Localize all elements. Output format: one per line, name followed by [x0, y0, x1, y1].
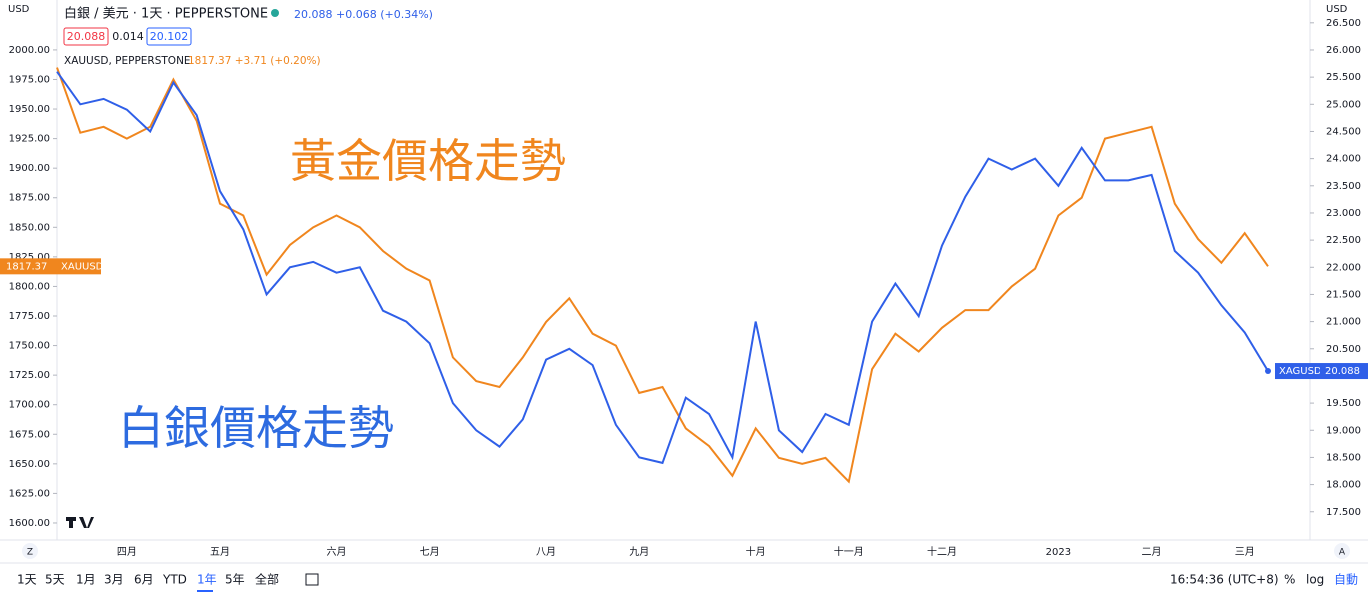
silver-annotation: 白銀價格走勢 — [118, 401, 394, 455]
x-tick-label: 八月 — [536, 546, 556, 558]
gold-price-tag-label: 1817.37 — [6, 261, 47, 272]
scale-button[interactable] — [1334, 543, 1350, 559]
y2-tick-label: 26.000 — [1326, 45, 1361, 56]
y2-tick-label: 21.500 — [1326, 289, 1361, 300]
y2-tick-label: 24.000 — [1326, 154, 1361, 165]
y-tick-label: 1775.00 — [9, 311, 50, 322]
x-tick-label: 三月 — [1235, 546, 1255, 558]
x-tick-label: 十月 — [746, 545, 766, 558]
y2-tick-label: 22.500 — [1326, 235, 1361, 246]
market-status — [271, 9, 279, 17]
range-button[interactable]: YTD — [162, 573, 187, 587]
axis-currency-bg — [0, 0, 56, 16]
x-tick-label: 十一月 — [834, 545, 864, 558]
y-tick-label: 2000.00 — [9, 45, 50, 56]
y2-tick-label: 20.500 — [1326, 344, 1361, 355]
y2-tick-label: 26.500 — [1326, 18, 1361, 29]
left-currency[interactable]: USD — [8, 4, 30, 15]
gold-symbol-tag — [57, 258, 101, 275]
y-tick-label: 1975.00 — [9, 74, 50, 85]
y2-tick-label: 18.000 — [1326, 480, 1361, 491]
y-tick-label: 1625.00 — [9, 488, 50, 499]
spread: 0.014 — [112, 30, 144, 43]
y2-tick-label: 17.500 — [1326, 507, 1361, 518]
x-tick-label: 十二月 — [927, 545, 957, 558]
y-tick-label: 1700.00 — [9, 400, 50, 411]
x-tick-label: 二月 — [1142, 546, 1162, 558]
range-button[interactable]: 5天 — [45, 573, 65, 587]
x-tick-label: 九月 — [629, 546, 649, 558]
y-tick-label: 1950.00 — [9, 104, 50, 115]
y2-tick-label: 23.000 — [1326, 208, 1361, 219]
bid-box[interactable] — [63, 27, 109, 46]
x-tick-label: 六月 — [326, 546, 346, 558]
right-currency[interactable]: USD — [1326, 4, 1348, 15]
symbol-title: 白銀 / 美元 · 1天 · PEPPERSTONE — [64, 6, 268, 22]
range-button[interactable]: 1天 — [17, 573, 37, 587]
y2-tick-label: 21.000 — [1326, 317, 1361, 328]
tv-logo — [66, 517, 94, 528]
y-tick-label: 1675.00 — [9, 429, 50, 440]
silver-symbol-tag-label: XAGUSD — [1279, 366, 1322, 377]
last-point — [1265, 368, 1271, 375]
silver-symbol-tag — [1275, 363, 1320, 380]
overlay-symbol: XAUUSD, PEPPERSTONE — [64, 55, 191, 67]
y2-tick-label: 22.000 — [1326, 262, 1361, 273]
scale-button-label[interactable]: Z — [27, 548, 33, 558]
x-tick-label: 2023 — [1046, 547, 1071, 558]
y2-tick-label: 23.500 — [1326, 181, 1361, 192]
y-tick-label: 1600.00 — [9, 518, 50, 529]
y-tick-label: 1900.00 — [9, 163, 50, 174]
y-tick-label: 1650.00 — [9, 459, 50, 470]
auto-toggle[interactable]: 自動 — [1334, 573, 1358, 587]
gold-annotation: 黃金價格走勢 — [290, 134, 566, 188]
scale-button-label[interactable]: A — [1339, 548, 1346, 558]
x-tick-label: 五月 — [210, 546, 230, 558]
y-tick-label: 1825.00 — [9, 252, 50, 263]
y-tick-label: 1850.00 — [9, 222, 50, 233]
silver-price-tag — [1320, 363, 1368, 380]
percent-toggle[interactable]: % — [1284, 573, 1295, 587]
bid[interactable]: 20.088 — [67, 30, 106, 43]
x-tick-label: 四月 — [117, 546, 137, 558]
price-line — [56, 71, 1269, 465]
y-tick-label: 1875.00 — [9, 193, 50, 204]
price-line — [56, 67, 1269, 484]
y2-tick-label: 19.000 — [1326, 425, 1361, 436]
y2-tick-label: 25.000 — [1326, 99, 1361, 110]
ask-box[interactable] — [146, 27, 192, 46]
compare-icon[interactable] — [305, 573, 319, 586]
y-tick-label: 1750.00 — [9, 341, 50, 352]
axis-currency-bg — [1312, 0, 1368, 16]
x-tick-label: 七月 — [420, 546, 440, 558]
log-toggle[interactable]: log — [1306, 573, 1324, 587]
y2-tick-label: 24.500 — [1326, 126, 1361, 137]
y2-tick-label: 18.500 — [1326, 452, 1361, 463]
range-button[interactable]: 5年 — [225, 573, 245, 587]
y-tick-label: 1800.00 — [9, 281, 50, 292]
overlay-quote: 1817.37 +3.71 (+0.20%) — [188, 55, 321, 67]
y-tick-label: 1725.00 — [9, 370, 50, 381]
range-button[interactable]: 全部 — [255, 572, 279, 587]
clock[interactable]: 16:54:36 (UTC+8) — [1170, 573, 1279, 587]
range-button[interactable]: 1月 — [76, 573, 96, 587]
y2-tick-label: 19.500 — [1326, 398, 1361, 409]
range-button[interactable]: 3月 — [104, 573, 124, 587]
range-button[interactable]: 1年 — [197, 573, 217, 587]
range-button[interactable]: 6月 — [134, 573, 154, 587]
scale-button[interactable] — [22, 543, 38, 559]
quote: 20.088 +0.068 (+0.34%) — [294, 8, 433, 21]
y-tick-label: 1925.00 — [9, 134, 50, 145]
gold-price-tag — [0, 258, 57, 275]
silver-price-tag-label: 20.088 — [1325, 366, 1360, 377]
ask[interactable]: 20.102 — [150, 30, 189, 43]
gold-symbol-tag-label: XAUUSD — [61, 261, 104, 272]
y2-tick-label: 25.500 — [1326, 72, 1361, 83]
